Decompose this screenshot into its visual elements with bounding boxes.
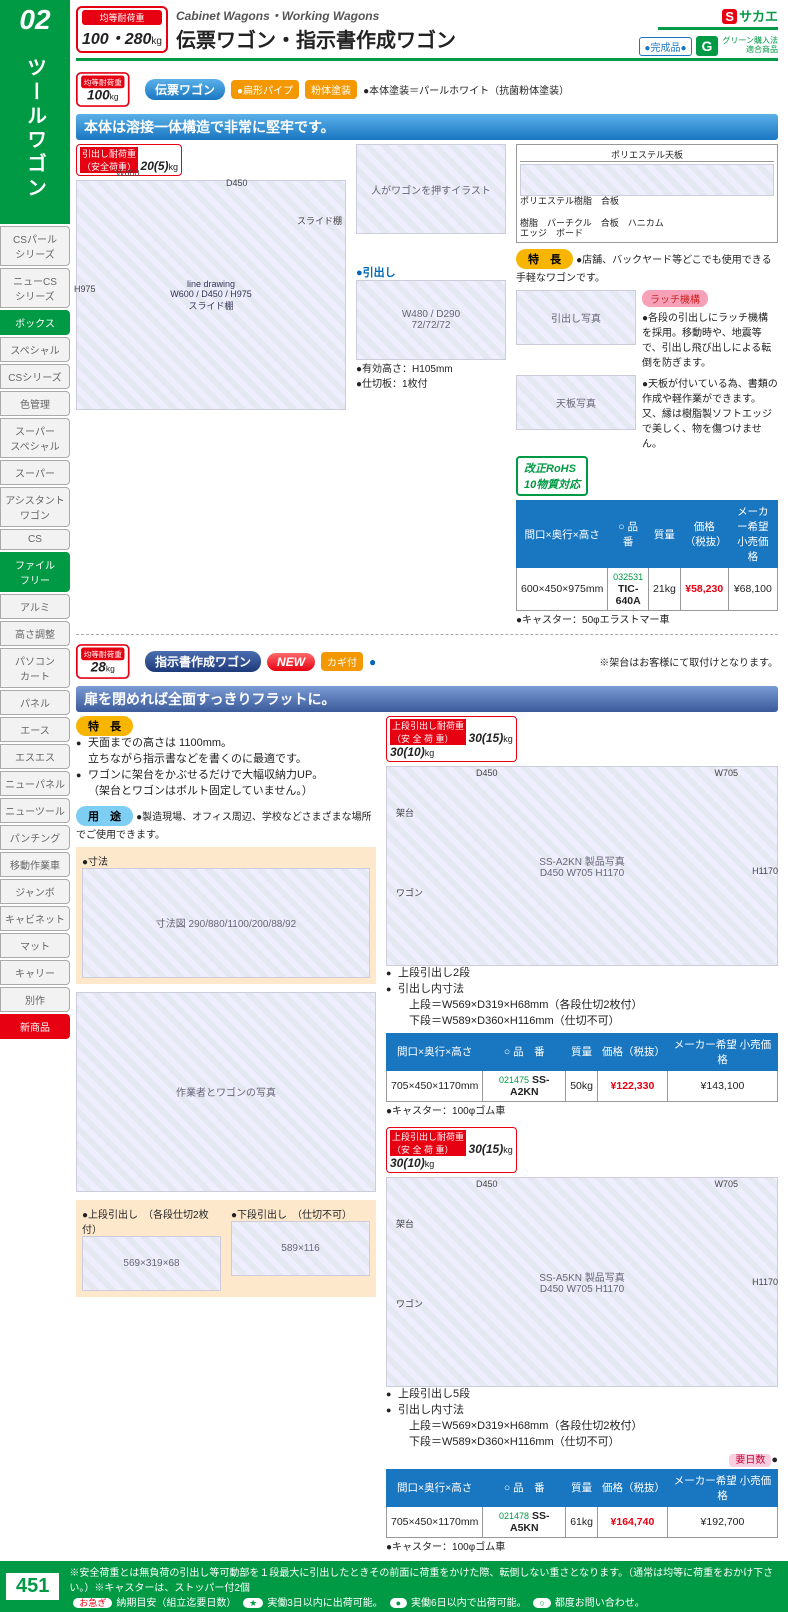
sidebar-tab[interactable]: パソコン カート <box>0 648 70 688</box>
section-instruction-wagon: 均等耐荷重 28kg 指示書作成ワゴン NEW カギ付 ● ※架台はお客様にて取… <box>76 634 778 1553</box>
sidebar-tab[interactable]: 色管理 <box>0 391 70 416</box>
badge-complete: ●完成品● <box>639 37 691 56</box>
badge-green: G <box>696 36 719 56</box>
use-tag: 用 途 <box>76 806 133 826</box>
prodA-photo: SS-A2KN 製品写真D450 W705 H1170 <box>386 766 778 966</box>
days-badge: 要日数 <box>729 1454 771 1467</box>
category-jp: 伝票ワゴン・指示書作成ワゴン <box>176 24 456 53</box>
sidebar-tab[interactable]: マット <box>0 933 70 958</box>
sidebar-tab[interactable]: スーパー <box>0 460 70 485</box>
sidebar-tab[interactable]: スーパー スペシャル <box>0 418 70 458</box>
product-ss-a2kn: 上段引出し耐荷重 （安 全 荷 重） 30(15)kg 30(10)kg SS-… <box>386 716 778 1117</box>
sec1-spec-table: 間口×奥行×高さ○ 品 番質量価格（税抜）メーカー希望 小売価格 600×450… <box>516 500 778 611</box>
sidebar: 02 ツールワゴン CSパール シリーズニューCS シリーズボックススペシャルC… <box>0 0 70 1553</box>
prodB-photo: SS-A5KN 製品写真D450 W705 H1170 <box>386 1177 778 1387</box>
sidebar-tab-new[interactable]: 新商品 <box>0 1014 70 1039</box>
key-badge: カギ付 <box>321 652 363 671</box>
sec1-title: 伝票ワゴン <box>145 79 225 100</box>
sec2-subhead: 扉を閉めれば全面すっきりフラットに。 <box>76 686 778 712</box>
page-footer: 451 ※安全荷重とは無負荷の引出し等可動部を１段最大に引出したときその前面に荷… <box>0 1561 788 1612</box>
section-slip-wagon: 均等耐荷重 100kg 伝票ワゴン ●扁形パイプ 粉体塗装 ●本体塗装＝パールホ… <box>76 69 778 626</box>
sidebar-tab[interactable]: CS <box>0 529 70 550</box>
sidebar-tab[interactable]: CSシリーズ <box>0 364 70 389</box>
sidebar-tab[interactable]: エスエス <box>0 744 70 769</box>
sidebar-tab[interactable]: 移動作業車 <box>0 852 70 877</box>
tag-pipe: ●扁形パイプ <box>231 80 299 99</box>
sidebar-tab[interactable]: スペシャル <box>0 337 70 362</box>
sidebar-tab[interactable]: ボックス <box>0 310 70 335</box>
sidebar-tab[interactable]: エース <box>0 717 70 742</box>
product-ss-a5kn: 上段引出し耐荷重 （安 全 荷 重） 30(15)kg 30(10)kg SS-… <box>386 1127 778 1553</box>
rohs-badge: 改正RoHS 10物質対応 <box>516 456 588 496</box>
sidebar-tab[interactable]: ニューCS シリーズ <box>0 268 70 308</box>
sidebar-tab[interactable]: CSパール シリーズ <box>0 226 70 266</box>
sidebar-tab[interactable]: キャビネット <box>0 906 70 931</box>
latch-photo: 引出し写真 <box>516 290 636 345</box>
drawer-diagram: W480 / D29072/72/72 <box>356 280 506 360</box>
person-photo: 作業者とワゴンの写真 <box>76 992 376 1192</box>
top-photo: 天板写真 <box>516 375 636 430</box>
sec2-features: 天面までの高さは 1100mm。 立ちながら指示書などを書くのに最適です。ワゴン… <box>76 736 376 800</box>
sidebar-tab[interactable]: パネル <box>0 690 70 715</box>
sidebar-tab[interactable]: ニューツール <box>0 798 70 823</box>
dimension-box: ●寸法 寸法図 290/880/1100/200/88/92 <box>76 847 376 984</box>
chapter-number: 02 <box>0 4 70 36</box>
category-en: Cabinet Wagons・Working Wagons <box>176 7 456 24</box>
brand-logo: Sサカエ <box>639 6 778 25</box>
page-number: 451 <box>6 1573 59 1600</box>
tag-coating: 粉体塗装 <box>305 80 357 99</box>
paint-note: ●本体塗装＝パールホワイト（抗菌粉体塗装） <box>363 82 569 97</box>
main-content: 均等耐荷重 100・280kg Cabinet Wagons・Working W… <box>70 0 788 1553</box>
sidebar-tab[interactable]: ファイル フリー <box>0 552 70 592</box>
tabletop-diagram: ポリエステル天板 ポリエステル樹脂 合板 樹脂 パーチクル 合板 ハニカム エッ… <box>516 144 778 243</box>
chapter-title: ツールワゴン <box>21 44 50 214</box>
sec1-subhead: 本体は溶接一体構造で非常に堅牢です。 <box>76 114 778 140</box>
chapter-block: 02 ツールワゴン <box>0 0 70 224</box>
sidebar-tab[interactable]: ジャンボ <box>0 879 70 904</box>
sidebar-tab[interactable]: ニューパネル <box>0 771 70 796</box>
sidebar-tab[interactable]: 高さ調整 <box>0 621 70 646</box>
sidebar-tab[interactable]: キャリー <box>0 960 70 985</box>
header-load-badge: 均等耐荷重 100・280kg <box>76 6 168 53</box>
sec1-load: 均等耐荷重 100kg <box>76 72 130 107</box>
drawer-detail-box: ●上段引出し （各段仕切2枚付） 569×319×68 ●下段引出し （仕切不可… <box>76 1200 376 1297</box>
latch-tag: ラッチ機構 <box>642 290 708 307</box>
sidebar-tab[interactable]: 別作 <box>0 987 70 1012</box>
new-badge: NEW <box>267 653 315 671</box>
prodA-table: 間口×奥行×高さ○ 品 番質量価格（税抜）メーカー希望 小売価格 705×450… <box>386 1033 778 1102</box>
sec1-pushing-illust: 人がワゴンを押すイラスト <box>356 144 506 234</box>
sec2-load: 均等耐荷重 28kg <box>76 644 130 679</box>
prodB-table: 間口×奥行×高さ○ 品 番質量価格（税抜）メーカー希望 小売価格 705×450… <box>386 1469 778 1538</box>
sidebar-tab[interactable]: アシスタント ワゴン <box>0 487 70 527</box>
drawer-heading: ●引出し <box>356 264 506 280</box>
sec2-title: 指示書作成ワゴン <box>145 651 261 672</box>
sidebar-tab[interactable]: アルミ <box>0 594 70 619</box>
feature-tag: 特 長 <box>516 249 573 269</box>
sidebar-tab[interactable]: パンチング <box>0 825 70 850</box>
